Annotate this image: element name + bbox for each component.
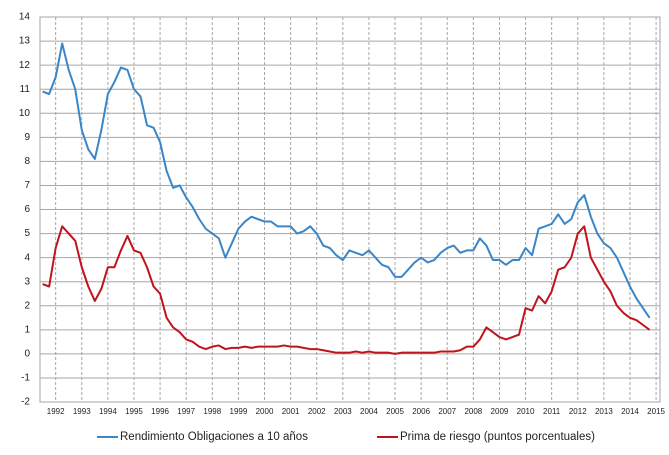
y-tick-label: -1 <box>21 373 30 384</box>
x-tick-label: 2006 <box>412 407 430 416</box>
y-tick-label: 4 <box>24 252 30 263</box>
x-tick-label: 1993 <box>73 407 91 416</box>
x-tick-label: 2001 <box>282 407 300 416</box>
x-tick-label: 2012 <box>569 407 587 416</box>
legend-label: Rendimiento Obligaciones a 10 años <box>120 431 308 443</box>
y-tick-label: 2 <box>24 300 30 311</box>
y-tick-label: 8 <box>24 156 30 167</box>
y-tick-label: 10 <box>19 108 31 119</box>
x-tick-label: 2010 <box>517 407 535 416</box>
x-tick-label: 2008 <box>464 407 482 416</box>
x-tick-label: 1998 <box>203 407 221 416</box>
x-tick-label: 2014 <box>621 407 639 416</box>
x-tick-label: 1994 <box>99 407 117 416</box>
y-tick-label: 3 <box>24 276 30 287</box>
x-tick-label: 2011 <box>543 407 561 416</box>
y-tick-label: 5 <box>24 228 30 239</box>
line-series <box>42 225 651 355</box>
x-tick-label: 1999 <box>230 407 248 416</box>
y-tick-label: 9 <box>24 132 30 143</box>
x-tick-label: 2015 <box>647 407 665 416</box>
x-tick-label: 2000 <box>256 407 274 416</box>
x-tick-label: 2002 <box>308 407 326 416</box>
x-tick-label: 2007 <box>438 407 456 416</box>
y-tick-label: 14 <box>19 12 31 23</box>
y-tick-label: 13 <box>19 36 31 47</box>
x-tick-label: 1995 <box>125 407 143 416</box>
x-tick-label: 2004 <box>360 407 378 416</box>
y-tick-label: 12 <box>19 60 31 71</box>
y-tick-label: -2 <box>21 397 30 408</box>
x-tick-label: 2009 <box>491 407 509 416</box>
x-tick-label: 1992 <box>47 407 65 416</box>
y-tick-label: 1 <box>24 324 30 335</box>
x-tick-label: 2013 <box>595 407 613 416</box>
y-tick-label: 0 <box>24 349 30 360</box>
x-tick-label: 2003 <box>334 407 352 416</box>
plot-border <box>39 16 661 403</box>
x-tick-label: 1996 <box>151 407 169 416</box>
y-tick-label: 11 <box>20 84 31 95</box>
y-tick-label: 6 <box>24 204 30 215</box>
legend-label: Prima de riesgo (puntos porcentuales) <box>400 431 595 443</box>
y-tick-label: 7 <box>24 180 30 191</box>
line-series <box>42 42 651 319</box>
x-tick-label: 2005 <box>386 407 404 416</box>
x-tick-label: 1997 <box>177 407 195 416</box>
